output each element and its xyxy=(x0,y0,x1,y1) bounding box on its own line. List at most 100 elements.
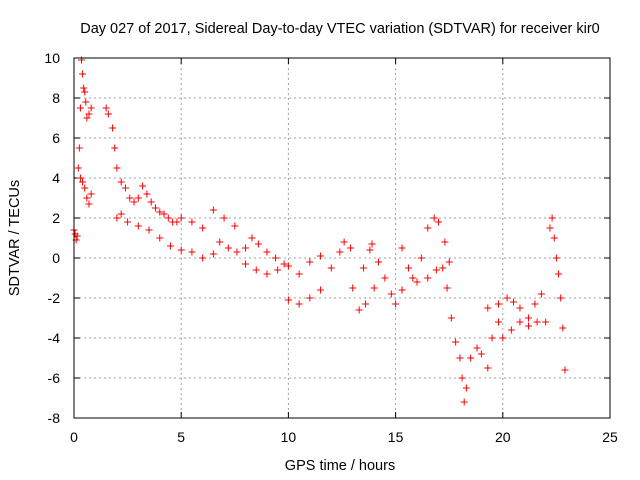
data-point xyxy=(85,200,93,208)
data-point xyxy=(113,164,121,172)
data-point xyxy=(306,294,314,302)
data-point xyxy=(166,242,174,250)
data-point xyxy=(87,190,95,198)
data-point xyxy=(111,144,119,152)
data-point xyxy=(160,210,168,218)
data-point xyxy=(467,354,475,362)
x-axis-label: GPS time / hours xyxy=(285,458,395,474)
data-point xyxy=(85,110,93,118)
data-point xyxy=(274,266,282,274)
data-point xyxy=(263,270,271,278)
data-point xyxy=(284,296,292,304)
data-point xyxy=(559,324,567,332)
data-point xyxy=(147,198,155,206)
data-point xyxy=(252,266,260,274)
data-point xyxy=(340,238,348,246)
data-point xyxy=(398,286,406,294)
data-point xyxy=(83,194,91,202)
data-point xyxy=(381,274,389,282)
data-point xyxy=(424,224,432,232)
data-point xyxy=(81,88,89,96)
data-point xyxy=(447,314,455,322)
data-point xyxy=(533,318,541,326)
data-point xyxy=(295,300,303,308)
data-point xyxy=(439,264,447,272)
data-point xyxy=(417,254,425,262)
data-point xyxy=(242,244,250,252)
data-point xyxy=(272,254,280,262)
data-point xyxy=(398,244,406,252)
x-tick-label: 25 xyxy=(602,429,618,445)
data-point xyxy=(374,258,382,266)
data-point xyxy=(542,318,550,326)
data-point xyxy=(458,374,466,382)
data-point xyxy=(366,246,374,254)
data-point xyxy=(441,238,449,246)
data-point xyxy=(76,104,84,112)
data-point xyxy=(404,264,412,272)
y-tick-label: -8 xyxy=(48,410,61,426)
data-point xyxy=(117,210,125,218)
y-tick-label: 8 xyxy=(52,90,60,106)
data-point xyxy=(557,294,565,302)
data-point xyxy=(231,222,239,230)
data-point xyxy=(284,262,292,270)
data-point xyxy=(87,104,95,112)
y-tick-label: -6 xyxy=(48,370,61,386)
x-tick-label: 10 xyxy=(281,429,297,445)
data-point xyxy=(104,110,112,118)
x-tick-label: 5 xyxy=(177,429,185,445)
data-point xyxy=(102,104,110,112)
data-point xyxy=(525,314,533,322)
data-point xyxy=(445,258,453,266)
data-point xyxy=(413,278,421,286)
data-point xyxy=(495,300,503,308)
data-point xyxy=(555,270,563,278)
data-point xyxy=(432,266,440,274)
data-point xyxy=(156,208,164,216)
chart-title: Day 027 of 2017, Sidereal Day-to-day VTE… xyxy=(80,21,600,37)
y-axis-label: SDTVAR / TECUs xyxy=(7,180,23,296)
data-point xyxy=(76,174,84,182)
data-point xyxy=(452,338,460,346)
plot-frame xyxy=(73,57,611,419)
data-point xyxy=(209,206,217,214)
data-point xyxy=(477,350,485,358)
data-point xyxy=(126,194,134,202)
data-point xyxy=(263,248,271,256)
data-point xyxy=(462,384,470,392)
data-point xyxy=(370,284,378,292)
data-point xyxy=(139,182,147,190)
data-point xyxy=(516,304,524,312)
data-point xyxy=(280,260,288,268)
data-point xyxy=(75,144,83,152)
data-point xyxy=(368,240,376,248)
data-point xyxy=(317,286,325,294)
grid-lines xyxy=(74,58,610,418)
data-point xyxy=(113,214,121,222)
data-point xyxy=(507,326,515,334)
data-point xyxy=(295,270,303,278)
data-point xyxy=(495,318,503,326)
data-point xyxy=(134,194,142,202)
data-point xyxy=(81,184,89,192)
data-point xyxy=(143,190,151,198)
data-point xyxy=(355,306,363,314)
y-tick-label: 10 xyxy=(44,50,60,66)
data-point xyxy=(460,398,468,406)
data-point xyxy=(424,274,432,282)
x-tick-label: 0 xyxy=(70,429,78,445)
data-point xyxy=(510,298,518,306)
data-point xyxy=(134,222,142,230)
data-point xyxy=(552,254,560,262)
data-point xyxy=(177,214,185,222)
data-point xyxy=(488,334,496,342)
data-point xyxy=(209,250,217,258)
data-point xyxy=(359,264,367,272)
data-point xyxy=(83,114,91,122)
data-point xyxy=(537,290,545,298)
data-point xyxy=(548,214,556,222)
data-point xyxy=(525,322,533,330)
data-point xyxy=(387,290,395,298)
data-point xyxy=(327,264,335,272)
